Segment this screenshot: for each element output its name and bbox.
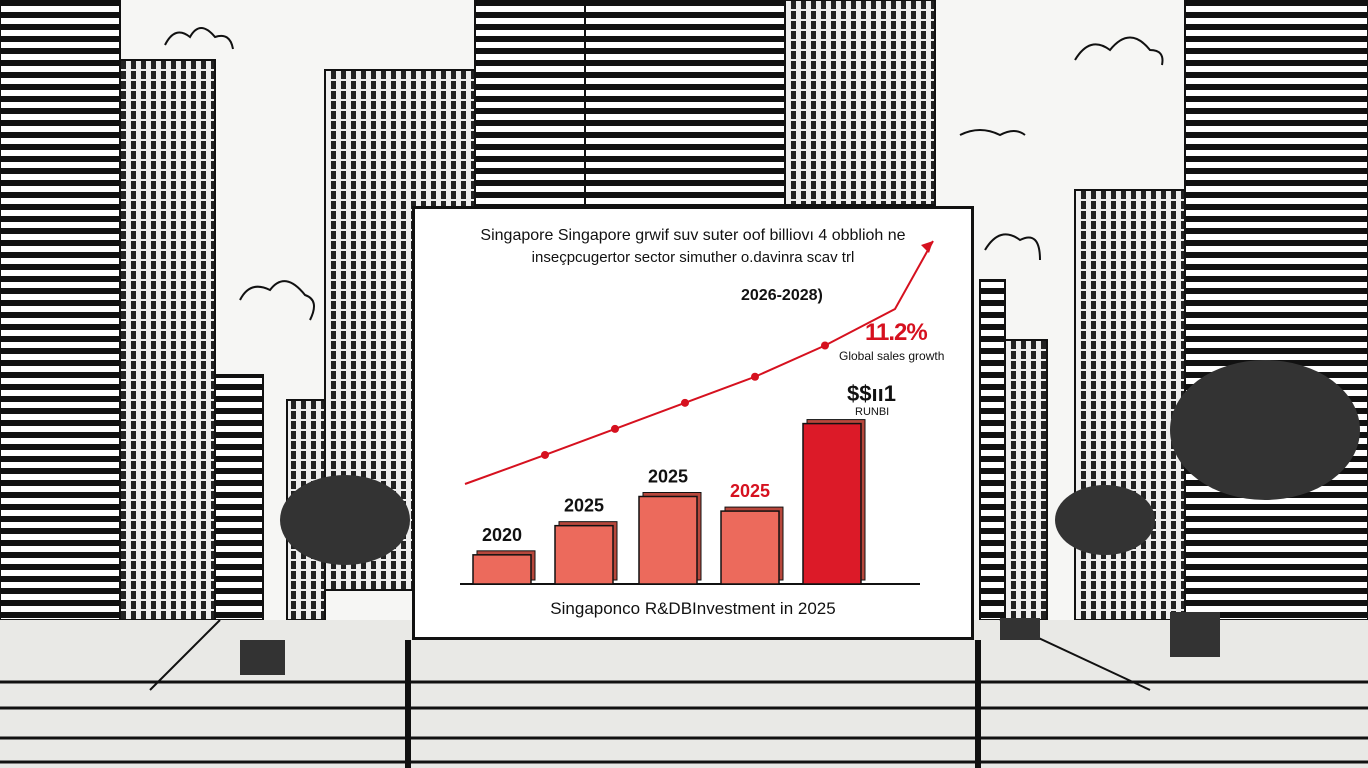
trend-point: [611, 424, 619, 433]
trend-point: [541, 450, 549, 459]
bar: [472, 554, 532, 585]
clouds: [164, 27, 1164, 321]
chart: 2020 2025 2025 2025: [460, 240, 934, 585]
trend-point: [821, 341, 829, 350]
period-label: 2026-2028): [741, 287, 823, 304]
bar-label: 2025: [564, 496, 604, 516]
trend-point: [751, 372, 759, 381]
growth-percentage: 11.2%: [865, 319, 928, 346]
bar: [554, 524, 614, 585]
x-axis-label: Singaponco R&DBInvestment in 2025: [550, 599, 836, 618]
chart-title-line-2: inseçpcugertor sector simuther o.davinra…: [531, 249, 855, 266]
amount-label: $$ıı1: [847, 381, 896, 406]
bar-label: 2025: [648, 467, 688, 487]
billboard: 2020 2025 2025 2025 Singapore Singapore grw…: [412, 206, 974, 640]
bar: [720, 510, 780, 585]
bar-label: 2025: [730, 481, 770, 501]
street: [0, 612, 1368, 768]
trend-line: [464, 240, 934, 485]
bar-label: 2020: [482, 525, 522, 545]
amount-unit: RUNBI: [855, 406, 890, 418]
railing: [0, 640, 1368, 768]
right-buildings: [979, 0, 1368, 621]
chart-title-line-1: Singapore Singapore grwif suv suter oof …: [480, 227, 906, 244]
trees: [280, 360, 1360, 565]
trend-arrowhead: [921, 241, 933, 253]
trend-point: [681, 398, 689, 407]
growth-label: Global sales growth: [839, 349, 945, 363]
bar: [802, 422, 862, 585]
bar: [638, 495, 698, 585]
